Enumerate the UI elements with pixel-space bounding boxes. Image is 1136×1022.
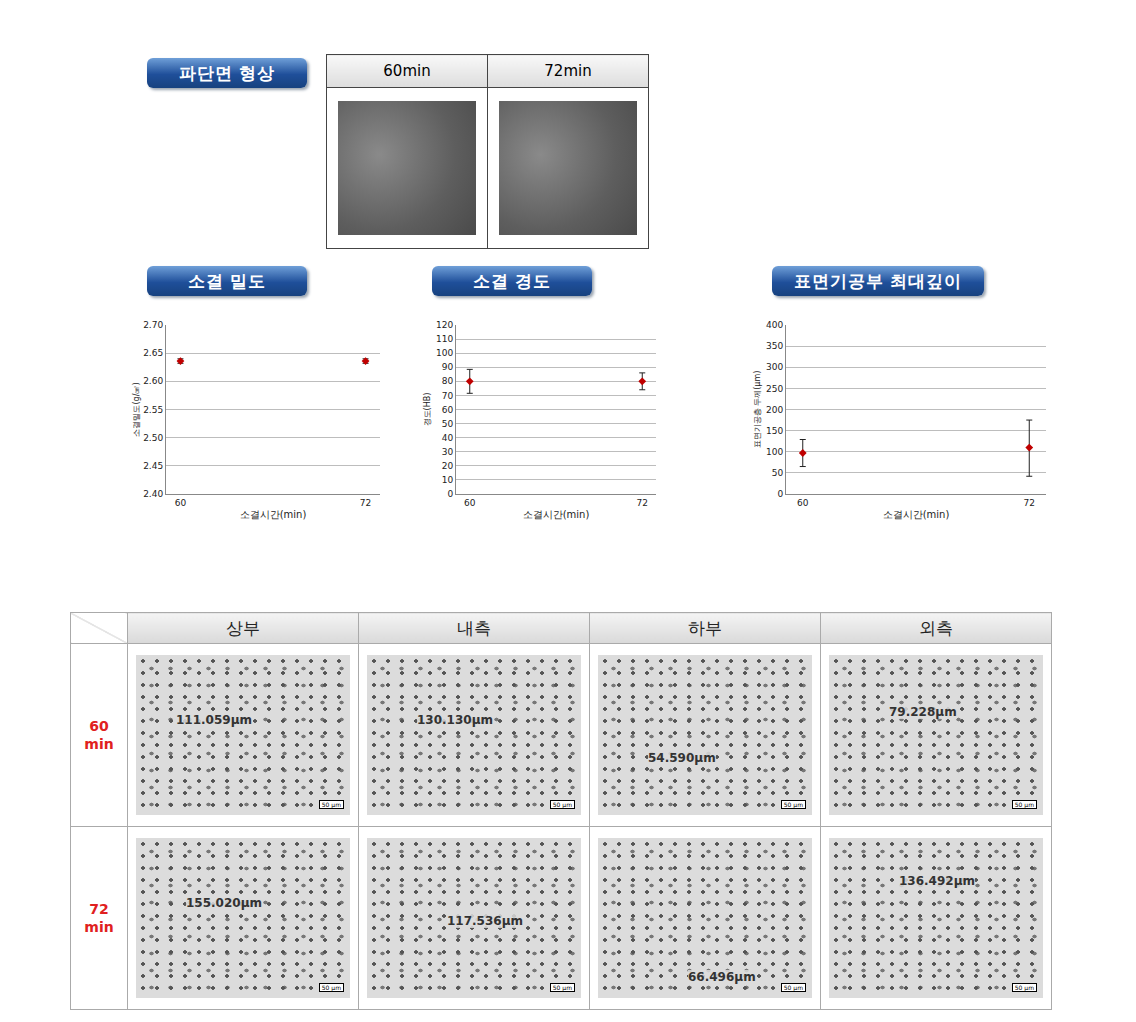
svg-text:40: 40 bbox=[442, 433, 454, 443]
html-text:72: 72 bbox=[89, 901, 109, 917]
svg-text:2.65: 2.65 bbox=[143, 348, 163, 358]
svg-text:30: 30 bbox=[442, 447, 454, 457]
svg-text:소결시간(min): 소결시간(min) bbox=[240, 509, 307, 520]
svg-text:소결시간(min): 소결시간(min) bbox=[523, 509, 590, 520]
svg-text:10: 10 bbox=[442, 475, 454, 485]
svg-text:2.45: 2.45 bbox=[143, 461, 163, 471]
html-text:60min: 60min bbox=[383, 62, 431, 80]
svg-text:200: 200 bbox=[766, 405, 783, 415]
svg-text:150: 150 bbox=[766, 426, 783, 436]
svg-text:90: 90 bbox=[442, 362, 454, 372]
svg-text:80: 80 bbox=[442, 376, 454, 386]
html-text:소결 밀도: 소결 밀도 bbox=[187, 271, 267, 291]
svg-text:72: 72 bbox=[360, 498, 371, 508]
svg-text:60: 60 bbox=[797, 498, 809, 508]
svg-text:350: 350 bbox=[766, 341, 783, 351]
svg-text:60: 60 bbox=[442, 405, 454, 415]
svg-text:2.50: 2.50 bbox=[143, 433, 163, 443]
svg-text:400: 400 bbox=[766, 320, 783, 330]
svg-text:120: 120 bbox=[436, 320, 453, 330]
html-text:50 μm: 50 μm bbox=[783, 801, 803, 808]
html-text:54.590μm: 54.590μm bbox=[648, 751, 716, 765]
svg-text:50: 50 bbox=[772, 468, 784, 478]
html-text:50 μm: 50 μm bbox=[783, 984, 803, 991]
svg-text:2.40: 2.40 bbox=[143, 489, 163, 499]
html-text:외측: 외측 bbox=[919, 617, 953, 638]
html-text:60: 60 bbox=[89, 718, 109, 734]
svg-text:72: 72 bbox=[637, 498, 648, 508]
svg-text:110: 110 bbox=[436, 334, 453, 344]
svg-text:300: 300 bbox=[766, 362, 783, 372]
svg-text:70: 70 bbox=[442, 391, 454, 401]
html-text:내측: 내측 bbox=[457, 617, 491, 638]
svg-text:소결밀도(g/㎤): 소결밀도(g/㎤) bbox=[132, 382, 141, 436]
svg-text:50: 50 bbox=[442, 419, 454, 429]
svg-text:100: 100 bbox=[436, 348, 453, 358]
html-text:117.536μm: 117.536μm bbox=[447, 914, 523, 928]
svg-text:60: 60 bbox=[175, 498, 187, 508]
svg-text:60: 60 bbox=[464, 498, 476, 508]
html-text:상부: 상부 bbox=[226, 617, 260, 638]
html-text:하부: 하부 bbox=[688, 617, 722, 638]
svg-text:소결시간(min): 소결시간(min) bbox=[883, 509, 950, 520]
html-text:소결 경도: 소결 경도 bbox=[472, 271, 552, 291]
html-text:50 μm: 50 μm bbox=[321, 984, 341, 991]
html-text:50 μm: 50 μm bbox=[552, 984, 572, 991]
html-text:min: min bbox=[84, 736, 114, 752]
html-text:50 μm: 50 μm bbox=[552, 801, 572, 808]
svg-text:250: 250 bbox=[766, 384, 783, 394]
svg-text:2.55: 2.55 bbox=[143, 405, 163, 415]
svg-text:2.70: 2.70 bbox=[143, 320, 163, 330]
svg-text:표면기공층 두께(μm): 표면기공층 두께(μm) bbox=[753, 371, 762, 449]
html-text:50 μm: 50 μm bbox=[1014, 801, 1034, 808]
html-text:136.492μm: 136.492μm bbox=[899, 874, 975, 888]
html-text:72min: 72min bbox=[544, 62, 592, 80]
html-text:표면기공부 최대깊이: 표면기공부 최대깊이 bbox=[793, 271, 963, 291]
html-text:155.020μm: 155.020μm bbox=[186, 896, 262, 910]
html-text:파단면 형상: 파단면 형상 bbox=[178, 63, 276, 83]
html-text:50 μm: 50 μm bbox=[321, 801, 341, 808]
svg-text:100: 100 bbox=[766, 447, 783, 457]
html-text:50 μm: 50 μm bbox=[1014, 984, 1034, 991]
svg-text:경도(HB): 경도(HB) bbox=[423, 393, 432, 427]
svg-text:20: 20 bbox=[442, 461, 454, 471]
svg-text:0: 0 bbox=[447, 489, 453, 499]
svg-text:0: 0 bbox=[777, 489, 783, 499]
html-text:min: min bbox=[84, 919, 114, 935]
svg-text:2.60: 2.60 bbox=[143, 376, 163, 386]
html-text:111.059μm: 111.059μm bbox=[176, 713, 252, 727]
html-text:79.228μm: 79.228μm bbox=[889, 705, 957, 719]
svg-text:72: 72 bbox=[1024, 498, 1035, 508]
html-text:66.496μm: 66.496μm bbox=[688, 970, 756, 984]
html-text:130.130μm: 130.130μm bbox=[417, 713, 493, 727]
